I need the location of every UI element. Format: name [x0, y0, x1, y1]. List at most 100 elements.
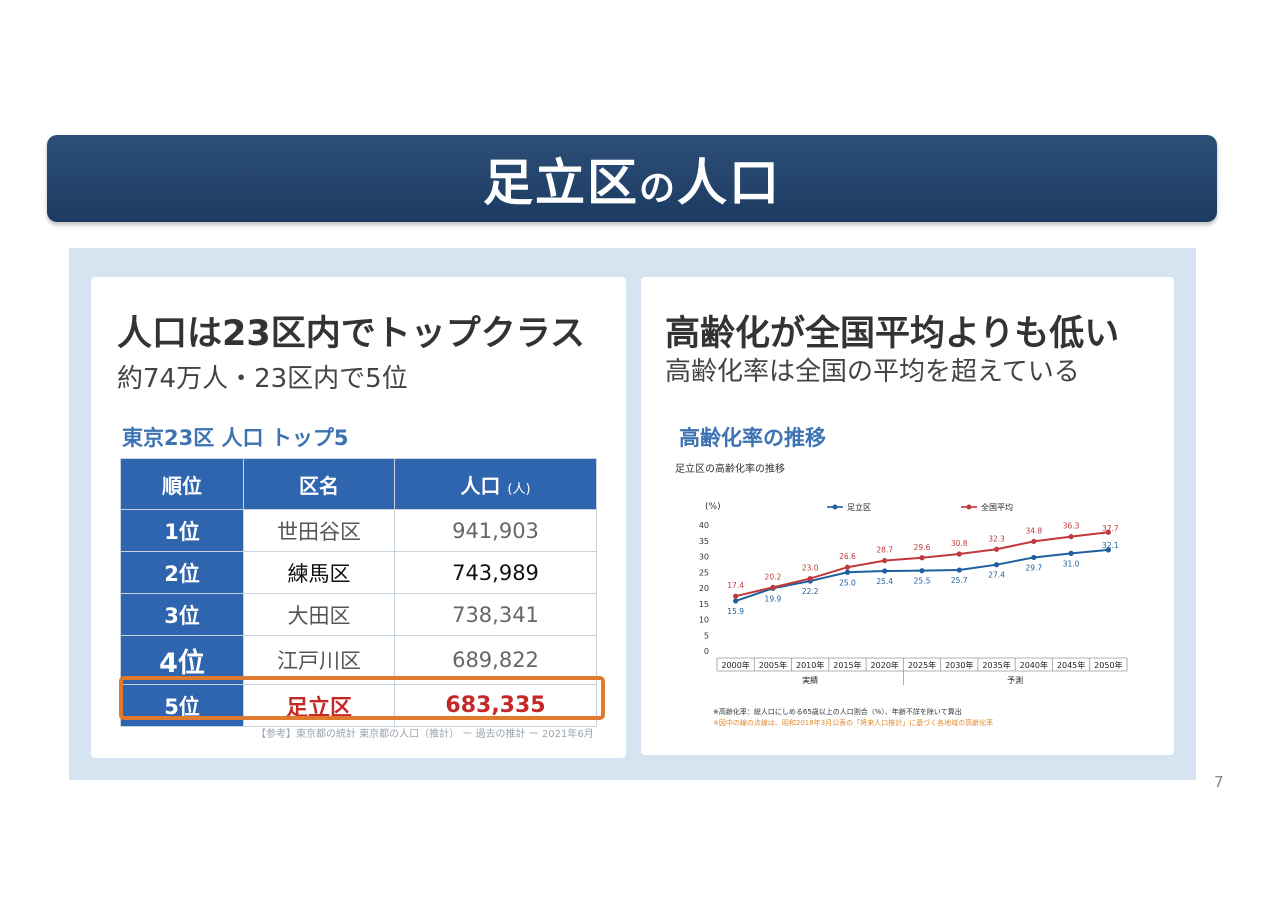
- page-title: 足立区の人口: [483, 143, 781, 215]
- header-population: 人口 (人): [394, 458, 597, 510]
- data-point: [919, 568, 925, 574]
- data-label: 25.4: [876, 577, 893, 586]
- chart-note-2: ※図中の線の点線は、昭和2018年3月公表の「将来人口推計」に基づく各地域の高齢…: [713, 718, 993, 727]
- table-header-row: 順位 区名 人口 (人): [120, 458, 597, 510]
- population-heading: 人口は23区内でトップクラス: [117, 314, 586, 354]
- table-row: 2位 練馬区 743,989: [120, 551, 597, 594]
- data-label: 30.8: [951, 539, 968, 548]
- y-tick-label: 20: [699, 584, 709, 593]
- population-card: 人口は23区内でトップクラス 約74万人・23区内で5位 東京23区 人口 トッ…: [91, 277, 626, 758]
- x-tick-label: 2040年: [1020, 660, 1048, 670]
- population-cell: 738,341: [394, 593, 597, 636]
- data-label: 29.6: [914, 543, 931, 552]
- data-label: 29.7: [1025, 563, 1042, 572]
- aging-card: 高齢化が全国平均よりも低い 高齢化率は全国の平均を超えている 高齢化率の推移 足…: [641, 277, 1174, 755]
- population-subheading: 約74万人・23区内で5位: [117, 364, 408, 394]
- aging-chart-label: 高齢化率の推移: [679, 426, 826, 450]
- table-row: 1位 世田谷区 941,903: [120, 509, 597, 552]
- data-label: 23.0: [802, 564, 819, 573]
- data-label: 25.0: [839, 578, 856, 587]
- y-tick-label: 30: [699, 553, 709, 562]
- data-label: 27.4: [988, 571, 1005, 580]
- data-label: 15.9: [727, 607, 744, 616]
- rank-cell: 3位: [120, 593, 244, 636]
- table-row: 3位 大田区 738,341: [120, 593, 597, 636]
- data-label: 19.9: [765, 594, 782, 603]
- x-tick-label: 2010年: [796, 660, 824, 670]
- period-label-forecast: 予測: [1007, 675, 1023, 685]
- data-point: [919, 555, 925, 561]
- data-point: [956, 567, 962, 573]
- y-tick-label: 15: [699, 600, 709, 609]
- x-tick-label: 2035年: [982, 660, 1010, 670]
- data-point: [993, 562, 1000, 568]
- x-tick-label: 2050年: [1094, 660, 1122, 670]
- data-point: [844, 564, 851, 570]
- chart-legend: 足立区 全国平均: [827, 502, 1013, 512]
- data-label: 37.7: [1102, 524, 1119, 533]
- data-point: [1105, 547, 1111, 553]
- header-ward: 区名: [243, 458, 395, 510]
- y-tick-label: 25: [699, 568, 709, 577]
- data-point: [1031, 554, 1037, 561]
- data-point: [1068, 534, 1074, 540]
- y-tick-label: 40: [699, 521, 709, 530]
- header-rank: 順位: [120, 458, 244, 510]
- population-cell: 941,903: [394, 509, 597, 552]
- x-tick-label: 2015年: [833, 660, 861, 670]
- y-tick-label: 35: [699, 537, 709, 546]
- title-banner: 足立区の人口: [47, 135, 1217, 222]
- data-label: 26.6: [839, 552, 856, 561]
- legend-label: 全国平均: [981, 502, 1013, 512]
- data-label: 32.1: [1102, 541, 1119, 550]
- title-end: 人口: [677, 153, 781, 212]
- chart-caption: 足立区の高齢化率の推移: [675, 462, 785, 475]
- chart-plot-area: 15.9 19.9 22.2 25.0 25.4 25.5 25.7 27.4 29.7 31.0…: [727, 522, 1119, 616]
- chart-note-1: ※高齢化率：総人口にしめる65歳以上の人口割合（%）、年齢不詳を除いて算出: [713, 707, 962, 716]
- period-label-actual: 実績: [802, 675, 818, 685]
- aging-subheading: 高齢化率は全国の平均を超えている: [665, 357, 1080, 387]
- ward-cell: 練馬区: [243, 551, 395, 594]
- data-label: 22.2: [802, 587, 819, 596]
- rank-cell: 2位: [120, 551, 244, 594]
- x-tick-label: 2000年: [721, 660, 749, 670]
- header-population-label: 人口: [460, 473, 501, 498]
- source-note: 【参考】東京都の統計 東京都の人口（推計） ー 過去の推計 ー 2021年6月: [256, 729, 594, 740]
- data-label: 20.2: [765, 572, 782, 581]
- data-label: 36.3: [1063, 522, 1080, 531]
- y-tick-label: 5: [704, 631, 709, 640]
- data-point: [956, 551, 962, 557]
- aging-rate-chart: 足立区の高齢化率の推移 (%) 足立区 全国平均 0 5 10 15 20 25 30 35 40…: [675, 462, 1128, 727]
- data-label: 28.7: [876, 546, 893, 555]
- data-point: [733, 598, 739, 604]
- ward-cell: 世田谷区: [243, 509, 395, 552]
- y-tick-label: 0: [704, 647, 709, 656]
- data-point: [882, 568, 888, 574]
- data-point: [844, 569, 851, 575]
- data-point: [1105, 529, 1111, 535]
- data-point: [733, 593, 739, 599]
- header-unit: (人): [507, 481, 531, 497]
- data-label: 25.5: [914, 577, 931, 586]
- chart-y-axis: 0 5 10 15 20 25 30 35 40: [699, 521, 709, 656]
- x-tick-label: 2030年: [945, 660, 973, 670]
- y-tick-label: 10: [699, 616, 709, 625]
- aging-heading: 高齢化が全国平均よりも低い: [665, 314, 1120, 354]
- title-particle: の: [638, 167, 677, 209]
- x-tick-label: 2005年: [759, 660, 787, 670]
- legend-marker: [966, 504, 972, 510]
- x-tick-label: 2025年: [908, 660, 936, 670]
- legend-marker: [832, 504, 838, 510]
- data-point: [807, 575, 813, 582]
- page-number: 7: [1214, 773, 1224, 791]
- data-label: 34.8: [1025, 526, 1042, 535]
- adachi-highlight-frame: [119, 676, 605, 720]
- ranking-table-title: 東京23区 人口 トップ5: [122, 426, 349, 450]
- chart-x-axis: 2000年 2005年 2010年 2015年 2020年 2025年 2030年 2035年…: [716, 657, 1128, 685]
- data-label: 17.4: [727, 581, 744, 590]
- population-cell: 743,989: [394, 551, 597, 594]
- legend-label: 足立区: [847, 502, 871, 512]
- data-label: 25.7: [951, 576, 968, 585]
- data-label: 32.3: [988, 534, 1005, 543]
- y-axis-label: (%): [705, 502, 721, 512]
